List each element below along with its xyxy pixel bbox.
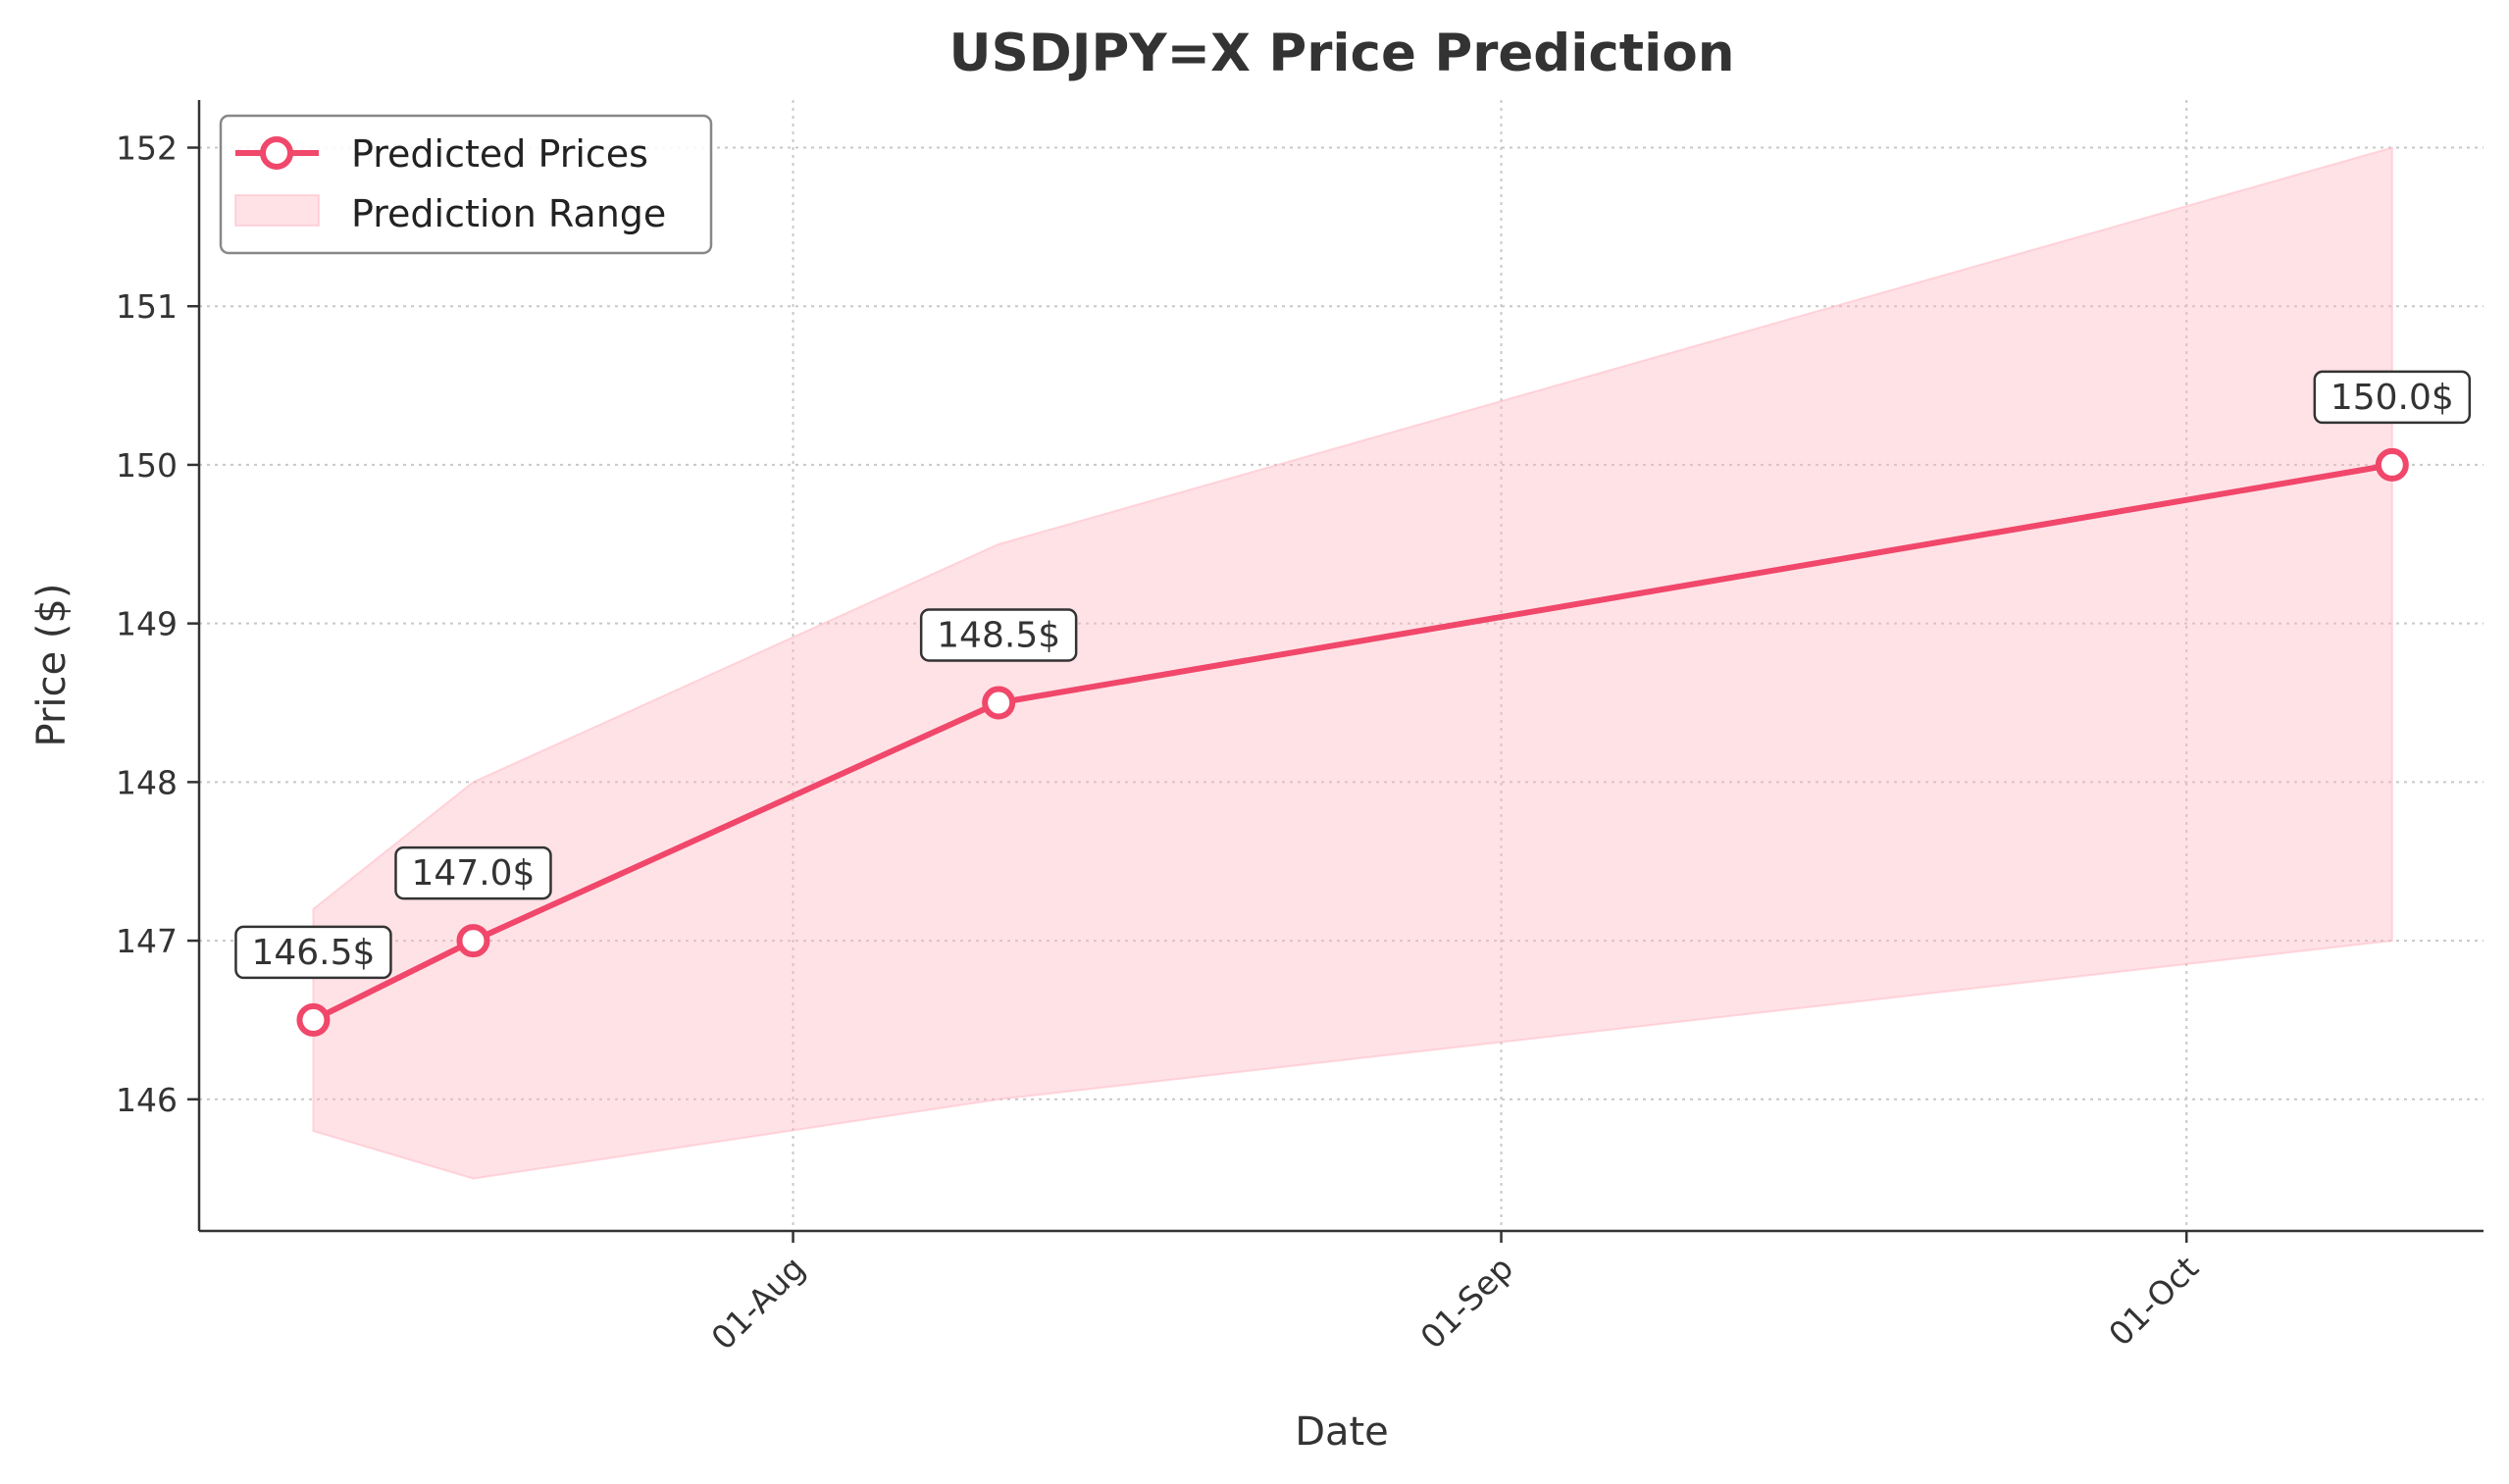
predicted-price-point [2375,447,2409,482]
y-axis-label: Price ($) [29,584,75,747]
legend-marker-swatch [260,136,293,170]
legend-band-swatch [234,194,320,227]
data-label-box [394,845,552,900]
legend-label-prediction-range: Prediction Range [351,192,666,235]
legend-label-predicted-prices: Predicted Prices [351,132,648,176]
y-tick-label: 151 [116,287,178,326]
y-tick-label: 148 [116,763,178,801]
legend: Predicted Prices Prediction Range [219,114,713,255]
predicted-prices-line [310,461,2395,1023]
data-label: 148.5$ [937,616,1060,656]
data-label: 150.0$ [2330,378,2454,418]
data-label: 146.5$ [251,933,375,973]
predicted-price-point [456,924,490,958]
data-label-box [234,925,392,980]
y-tick-label: 149 [116,605,178,643]
axes [197,100,2483,1233]
y-tick-label: 146 [116,1081,178,1119]
data-labels: 146.5$ 147.0$ 148.5$ 150.0$ [234,370,2472,980]
predicted-price-point [296,1002,331,1037]
data-label: 147.0$ [411,853,535,894]
y-tick-label: 152 [116,129,178,168]
x-axis-label: Date [1295,1409,1389,1455]
data-label-box [919,608,1078,662]
prediction-range-area [312,146,2393,1180]
y-tick-label: 150 [116,446,178,485]
y-tick-label: 147 [116,922,178,960]
prediction-range-band [312,146,2393,1180]
data-label-box [2313,370,2472,425]
legend-box [219,114,713,255]
chart-title: USDJPY=X Price Prediction [949,24,1735,83]
predicted-price-point [982,686,1016,720]
predicted-prices-series [296,447,2409,1037]
